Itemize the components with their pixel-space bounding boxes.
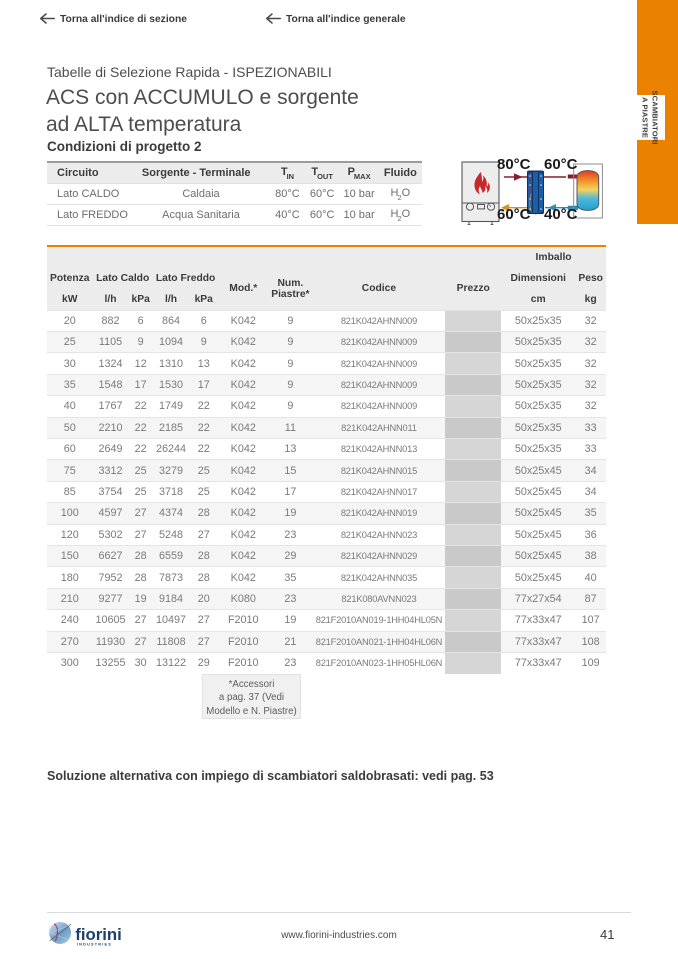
svg-text:fiorini: fiorini — [75, 925, 122, 944]
svg-text:INDUSTRIES: INDUSTRIES — [77, 942, 112, 946]
